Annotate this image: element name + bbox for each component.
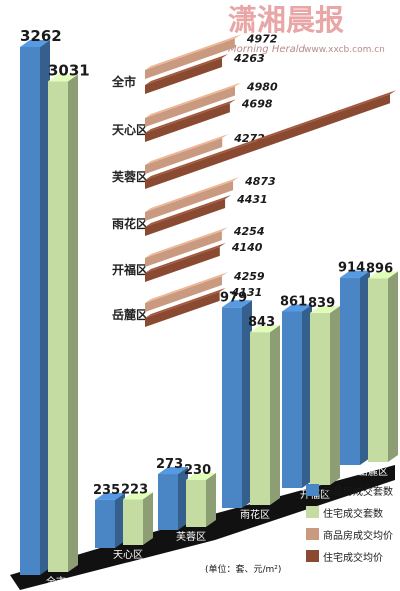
price-data-label: 4972 xyxy=(246,33,278,46)
price-bar xyxy=(145,227,228,267)
legend-swatch xyxy=(306,506,319,518)
price-data-label: 4698 xyxy=(241,97,273,110)
price-bar xyxy=(145,34,241,79)
floor-base xyxy=(10,465,395,590)
count-data-label: 3262 xyxy=(20,27,62,45)
masthead-subtitle: Morning Herald xyxy=(228,44,306,55)
count-data-label: 896 xyxy=(366,261,393,276)
price-bar xyxy=(145,242,226,282)
count-bar xyxy=(158,467,188,530)
price-data-label: 4263 xyxy=(233,52,265,65)
count-bar xyxy=(95,492,125,548)
count-data-label: 230 xyxy=(184,463,211,478)
unit-note: (单位：套、元/m²) xyxy=(205,563,281,575)
price-category-label: 开福区 xyxy=(112,262,148,277)
count-data-label: 914 xyxy=(338,261,365,276)
price-data-label: 4259 xyxy=(233,270,265,283)
count-bar xyxy=(123,492,153,545)
price-data-label: 4980 xyxy=(246,81,278,94)
count-bar xyxy=(222,300,252,508)
price-category-label: 雨花区 xyxy=(112,216,148,231)
price-bar xyxy=(145,90,396,189)
price-data-label: 4140 xyxy=(231,241,263,254)
count-bar xyxy=(250,325,280,505)
legend-label: 商品房成交套数 xyxy=(323,485,393,498)
count-data-label: 223 xyxy=(121,482,148,497)
count-data-label: 273 xyxy=(156,457,183,472)
count-bar xyxy=(282,304,312,488)
count-category-label: 雨花区 xyxy=(240,508,270,521)
masthead-title: 潇湘晨报 xyxy=(228,3,344,37)
price-data-label: 4873 xyxy=(244,175,276,188)
count-category-label: 全市 xyxy=(46,575,66,588)
count-category-label: 天心区 xyxy=(113,549,143,561)
count-bar xyxy=(186,472,216,527)
count-data-label: 861 xyxy=(280,294,307,309)
price-data-label: 4431 xyxy=(236,193,268,206)
legend-label: 住宅成交套数 xyxy=(323,507,383,520)
count-category-label: 芙蓉区 xyxy=(176,530,206,543)
legend-swatch xyxy=(306,484,319,496)
chart-floor xyxy=(10,465,395,590)
price-bars: 全市49724263天心区49804698芙蓉区42728614雨花区48734… xyxy=(111,33,396,327)
price-category-label: 岳麓区 xyxy=(112,307,148,322)
count-data-label: 3031 xyxy=(48,61,90,79)
count-bar xyxy=(368,271,398,462)
price-bar xyxy=(145,99,236,142)
price-bar xyxy=(145,177,240,221)
masthead-url: www.xxcb.com.cn xyxy=(304,45,385,55)
legend-swatch xyxy=(306,528,319,540)
price-bar xyxy=(145,54,229,94)
count-data-label: 839 xyxy=(308,296,335,311)
price-bar xyxy=(145,82,241,127)
legend-label: 商品房成交均价 xyxy=(323,529,393,542)
price-bar xyxy=(145,287,226,327)
price-category-label: 全市 xyxy=(111,74,136,89)
count-bar xyxy=(340,270,370,465)
count-data-label: 979 xyxy=(220,290,247,305)
count-data-label: 235 xyxy=(93,483,120,498)
price-data-label: 4131 xyxy=(231,286,263,299)
count-bar xyxy=(20,40,50,575)
count-data-label: 843 xyxy=(248,315,275,330)
count-bar xyxy=(310,306,340,485)
price-bar xyxy=(145,133,229,174)
count-category-label: 岳麓区 xyxy=(358,465,388,478)
legend-swatch xyxy=(306,550,319,562)
price-category-label: 芙蓉区 xyxy=(111,169,148,184)
price-bar xyxy=(145,194,232,236)
price-bar xyxy=(145,272,228,312)
count-bar xyxy=(48,74,78,572)
legend-label: 住宅成交均价 xyxy=(323,551,383,564)
price-data-label: 4254 xyxy=(233,225,265,238)
price-category-label: 天心区 xyxy=(112,123,148,137)
